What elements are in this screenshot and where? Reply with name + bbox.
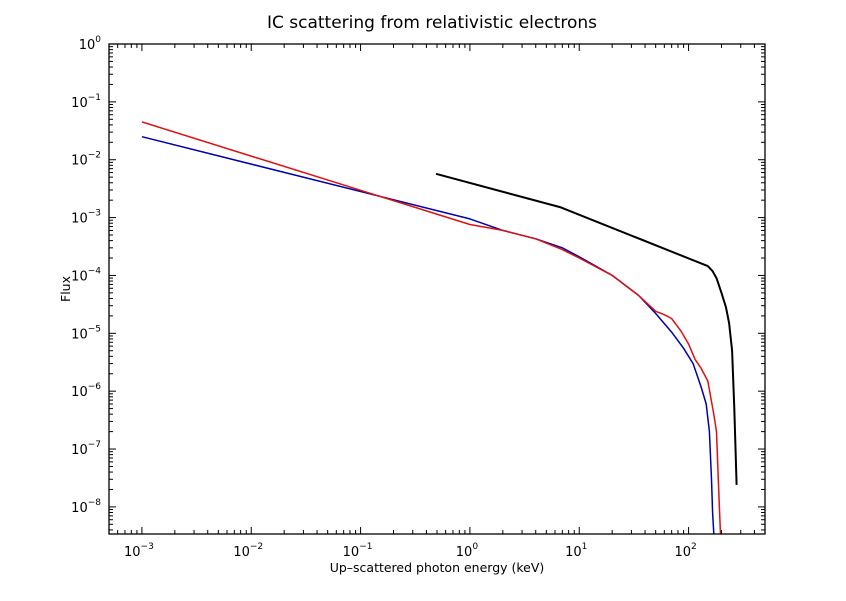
x-tick-label: 102 (674, 542, 696, 560)
y-tick-label: 10−5 (71, 324, 101, 342)
y-tick-label: 10−6 (71, 382, 101, 400)
series-lines (141, 121, 738, 535)
y-tick-label: 10−4 (71, 266, 101, 284)
x-tick-label: 10−1 (343, 542, 373, 560)
chart-title: IC scattering from relativistic electron… (267, 13, 597, 33)
y-tick-label: 10−3 (71, 209, 101, 227)
y-tick-label: 10−8 (71, 498, 101, 516)
x-axis-label: Up–scattered photon energy (keV) (330, 560, 545, 575)
tick-labels: 10−3 10−2 10−1 100 101 102 100 10−1 10−2 10−3 10−4… (71, 35, 697, 560)
series-line-black (435, 172, 738, 485)
series-line-red (141, 121, 722, 535)
y-tick-label: 100 (79, 35, 102, 53)
y-tick-label: 10−2 (71, 151, 101, 169)
y-tick-label: 10−7 (71, 440, 101, 458)
y-tick-label: 10−1 (71, 93, 101, 111)
plot-frame (108, 43, 766, 535)
x-tick-label: 101 (565, 542, 587, 560)
axis-ticks (108, 43, 766, 534)
x-tick-label: 10−3 (124, 542, 154, 560)
x-tick-label: 10−2 (233, 542, 263, 560)
y-axis-label: Flux (58, 276, 73, 302)
x-tick-label: 100 (456, 542, 479, 560)
